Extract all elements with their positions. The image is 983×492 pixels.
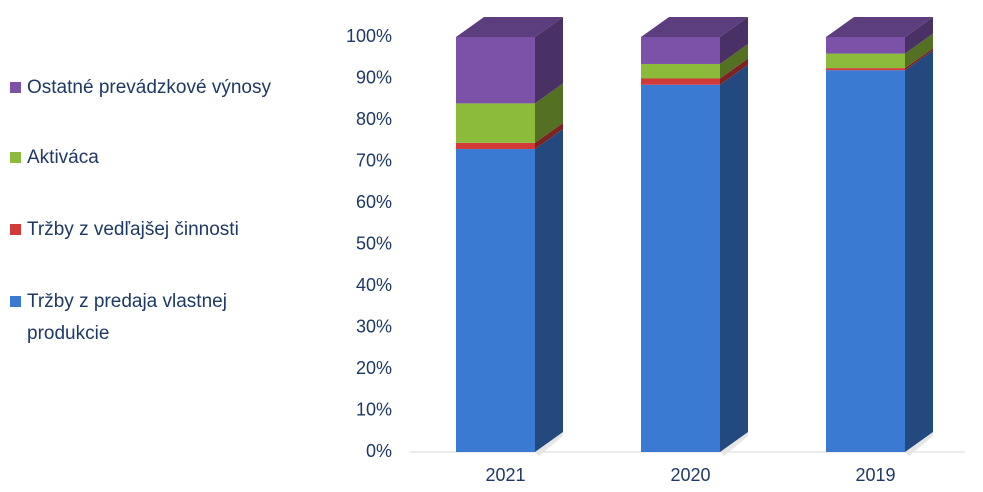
legend-swatch [10, 224, 21, 235]
bar-segment [456, 103, 535, 143]
floor-shadow [720, 432, 748, 456]
bar-side [535, 83, 563, 143]
legend-item: Ostatné prevádzkové výnosy [10, 72, 310, 104]
y-tick-label: 50% [356, 233, 392, 253]
bar-segment [826, 68, 905, 71]
bar-side [720, 17, 748, 64]
y-tick-label: 20% [356, 358, 392, 378]
bar-segment [641, 37, 720, 64]
bar-side [535, 17, 563, 104]
y-tick-label: 90% [356, 67, 392, 87]
bar-segment [641, 63, 720, 79]
bar-segment [456, 142, 535, 150]
legend-swatch [10, 82, 21, 93]
x-tick-label: 2021 [485, 465, 525, 485]
floor-shadow [905, 432, 933, 456]
bar-side [535, 129, 563, 453]
bar-segment [641, 84, 720, 452]
legend-item: Aktiváca [10, 142, 310, 174]
y-tick-label: 60% [356, 192, 392, 212]
x-tick-label: 2019 [855, 465, 895, 485]
y-tick-label: 0% [366, 441, 392, 461]
bar-side [720, 43, 748, 79]
bar-side [905, 17, 933, 54]
y-tick-label: 100% [346, 26, 392, 46]
y-tick-label: 70% [356, 150, 392, 170]
bar-top [826, 17, 933, 37]
legend-swatch [10, 152, 21, 163]
y-tick-label: 30% [356, 316, 392, 336]
bar-segment [456, 37, 535, 104]
legend-label: Aktiváca [27, 147, 99, 168]
legend-item: Tržby z vedľajšej činnosti [10, 214, 310, 246]
y-tick-label: 80% [356, 109, 392, 129]
bar-segment [641, 78, 720, 85]
bar-side [720, 64, 748, 452]
bar-side [905, 33, 933, 69]
legend-label: Tržby z predaja vlastnej produkcie [27, 291, 227, 344]
bar-segment [456, 149, 535, 453]
y-tick-label: 10% [356, 399, 392, 419]
legend-label: Tržby z vedľajšej činnosti [27, 219, 239, 240]
bar-segment [826, 53, 905, 69]
y-tick-label: 40% [356, 275, 392, 295]
bar-top [641, 17, 748, 37]
legend-swatch [10, 296, 21, 307]
legend-label: Ostatné prevádzkové výnosy [27, 77, 271, 98]
floor-shadow [535, 432, 563, 456]
x-tick-label: 2020 [670, 465, 710, 485]
legend-item: Tržby z predaja vlastnej produkcie [10, 286, 310, 350]
bar-top [456, 17, 563, 37]
bar-side [905, 48, 933, 71]
bar-side [720, 58, 748, 85]
bar-segment [826, 70, 905, 452]
bar-side [535, 122, 563, 150]
bar-segment [826, 37, 905, 54]
bar-side [905, 50, 933, 452]
